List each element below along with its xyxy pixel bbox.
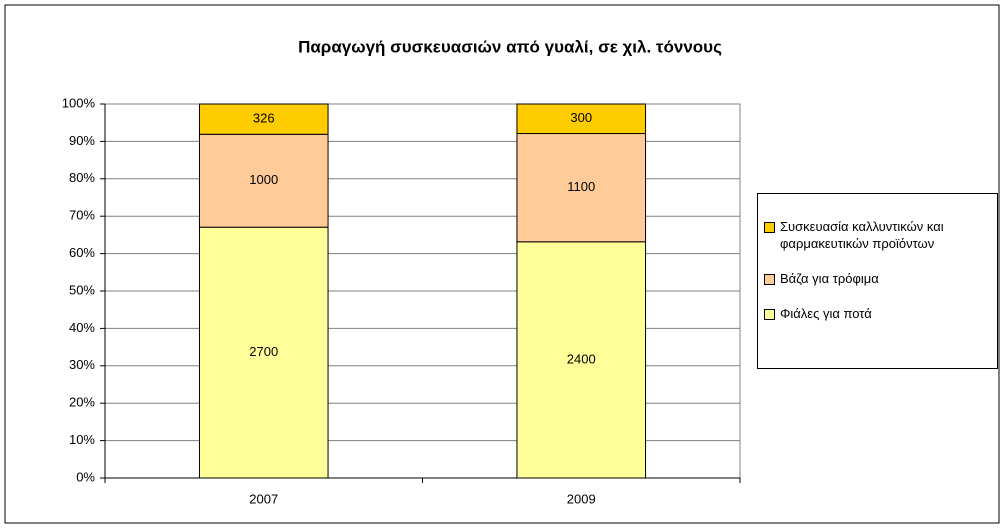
legend-label: Βάζα για τρόφιμα bbox=[780, 271, 879, 286]
legend-label: Συσκευασία καλλυντικών και φαρμακευτικών… bbox=[780, 219, 944, 251]
bar-segment bbox=[198, 103, 329, 135]
x-tick-label: 2007 bbox=[249, 491, 278, 506]
legend-swatch bbox=[764, 222, 775, 233]
y-tick-label: 10% bbox=[69, 432, 95, 447]
legend-swatch bbox=[764, 274, 775, 285]
legend-label: Φιάλες για ποτά bbox=[780, 306, 872, 321]
legend-item: Φιάλες για ποτά bbox=[764, 305, 997, 322]
bar-segment bbox=[516, 103, 647, 135]
data-label: 2400 bbox=[567, 351, 596, 366]
legend-item: Συσκευασία καλλυντικών και φαρμακευτικών… bbox=[764, 218, 997, 252]
bar-segment bbox=[198, 226, 329, 479]
bar-segment bbox=[516, 133, 647, 243]
y-tick-label: 50% bbox=[69, 282, 95, 297]
y-tick-label: 0% bbox=[76, 469, 95, 484]
data-label: 2700 bbox=[249, 344, 278, 359]
data-label: 1000 bbox=[249, 172, 278, 187]
y-tick-label: 40% bbox=[69, 320, 95, 335]
bar-segment bbox=[516, 241, 647, 479]
data-label: 1100 bbox=[567, 179, 595, 194]
data-label: 300 bbox=[570, 110, 592, 125]
data-label: 326 bbox=[253, 111, 275, 126]
y-tick-label: 90% bbox=[69, 133, 95, 148]
y-tick-label: 60% bbox=[69, 245, 95, 260]
y-tick-label: 100% bbox=[62, 95, 96, 110]
bar-segment bbox=[198, 133, 329, 228]
y-tick-label: 20% bbox=[69, 395, 95, 410]
x-tick-label: 2009 bbox=[567, 491, 596, 506]
chart-title: Παραγωγή συσκευασιών από γυαλί, σε χιλ. … bbox=[298, 37, 722, 56]
legend-item: Βάζα για τρόφιμα bbox=[764, 270, 997, 287]
legend-swatch bbox=[764, 309, 775, 320]
y-tick-label: 80% bbox=[69, 170, 95, 185]
legend: Συσκευασία καλλυντικών και φαρμακευτικών… bbox=[757, 193, 998, 369]
y-tick-label: 30% bbox=[69, 357, 95, 372]
y-tick-label: 70% bbox=[69, 208, 95, 223]
